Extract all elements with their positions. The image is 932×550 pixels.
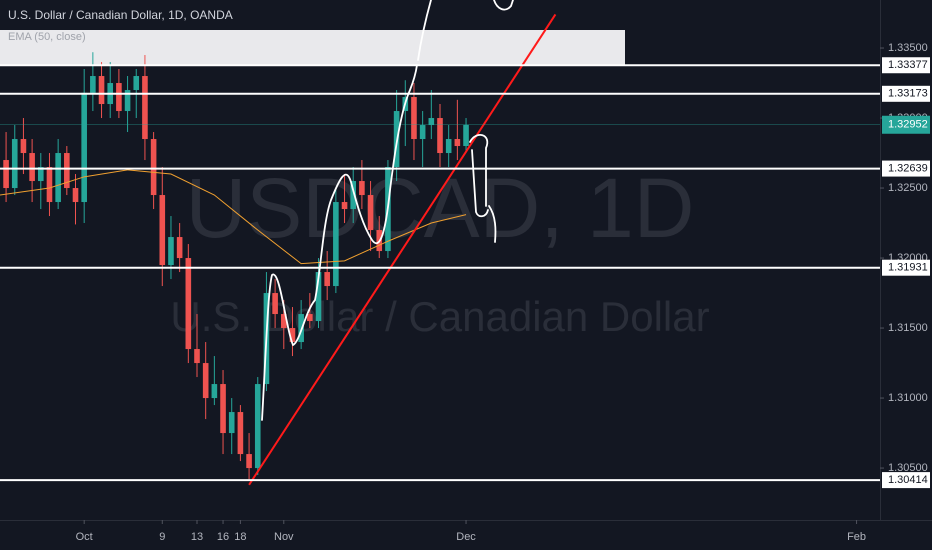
sketch-path: [493, 0, 514, 11]
x-tick-label: 18: [234, 531, 246, 543]
candle-body: [359, 181, 365, 196]
candle-body: [150, 139, 157, 196]
candle-body: [454, 139, 461, 147]
candle-body: [220, 384, 226, 434]
level-label-box: [882, 57, 930, 74]
candle-body: [228, 412, 235, 434]
candle-body: [333, 202, 339, 287]
candle-body: [272, 293, 278, 315]
candle-body: [176, 237, 183, 259]
level-label-box: [882, 160, 930, 177]
candle-body: [350, 181, 357, 210]
level-label: 1.31931: [888, 262, 928, 274]
candle-body: [11, 139, 18, 189]
y-tick-label: 1.32500: [888, 182, 928, 194]
candle-body: [116, 83, 122, 112]
candle-body: [437, 118, 443, 154]
candle-body: [463, 124, 469, 147]
candle-body: [367, 195, 374, 231]
level-label: 1.32639: [888, 162, 928, 174]
y-tick-label: 1.30500: [888, 462, 928, 474]
sketch-path: [469, 134, 497, 243]
candle-body: [142, 76, 148, 140]
annotation-box: [0, 30, 625, 66]
watermark: USDCAD, 1D: [186, 161, 695, 255]
candle-body: [3, 160, 9, 189]
candle-body: [324, 272, 330, 287]
candle-body: [133, 76, 140, 91]
x-tick-label: 16: [217, 531, 229, 543]
candle-body: [124, 90, 131, 112]
candle-body: [168, 237, 174, 266]
candle-body: [194, 349, 200, 364]
candle-body: [315, 272, 322, 322]
candle-body: [46, 167, 53, 203]
candle-body: [37, 167, 44, 182]
candle-body: [185, 258, 192, 350]
last-price-label: 1.32952: [888, 119, 928, 131]
chart-title: U.S. Dollar / Canadian Dollar, 1D, OANDA: [8, 8, 233, 22]
candle-body: [289, 328, 296, 343]
candle-body: [159, 195, 166, 266]
legend-entry: EMA (50, close): [8, 31, 86, 43]
watermark-subtitle: U.S. Dollar / Canadian Dollar: [170, 293, 709, 340]
sketch-path: [261, 64, 418, 421]
last-price-box: [882, 115, 930, 134]
x-tick-label: 13: [191, 531, 203, 543]
level-label: 1.33173: [888, 88, 928, 100]
candle-body: [341, 202, 348, 210]
y-tick-label: 1.31000: [888, 392, 928, 404]
candle-body: [211, 384, 218, 399]
axis-layer: 1.335001.330001.325001.320001.315001.310…: [76, 42, 930, 543]
candle-body: [254, 384, 261, 469]
candle-body: [246, 454, 252, 469]
candle-body: [411, 97, 417, 140]
y-tick-label: 1.31500: [888, 322, 928, 334]
candle-body: [72, 188, 79, 203]
candle-body: [445, 139, 452, 154]
level-label-box: [882, 472, 930, 489]
y-tick-label: 1.33500: [888, 42, 928, 54]
candle-body: [280, 314, 287, 329]
level-label-box: [882, 85, 930, 102]
watermark-layer: USDCAD, 1D U.S. Dollar / Canadian Dollar: [170, 161, 709, 340]
candle-body: [419, 125, 426, 140]
candle-body: [20, 139, 27, 154]
x-tick-label: Oct: [76, 531, 93, 543]
ema-line: [0, 169, 467, 265]
candle-body: [29, 153, 35, 182]
candle-body: [81, 92, 87, 203]
candle-body: [307, 314, 313, 322]
x-tick-label: Dec: [456, 531, 476, 543]
level-label: 1.30414: [888, 474, 928, 486]
candle-body: [90, 76, 96, 93]
candle-body: [202, 363, 209, 399]
candle-body: [98, 76, 105, 105]
sketch-path: [417, 0, 432, 61]
candle-body: [237, 412, 244, 455]
level-label-box: [882, 259, 930, 276]
hand-drawing: [261, 0, 514, 421]
candle-body: [428, 118, 435, 126]
x-tick-label: Nov: [274, 531, 294, 543]
candle-body: [55, 153, 61, 203]
x-tick-label: 9: [159, 531, 165, 543]
x-tick-label: Feb: [847, 531, 866, 543]
level-label: 1.33377: [888, 59, 928, 71]
candle-body: [64, 153, 70, 189]
